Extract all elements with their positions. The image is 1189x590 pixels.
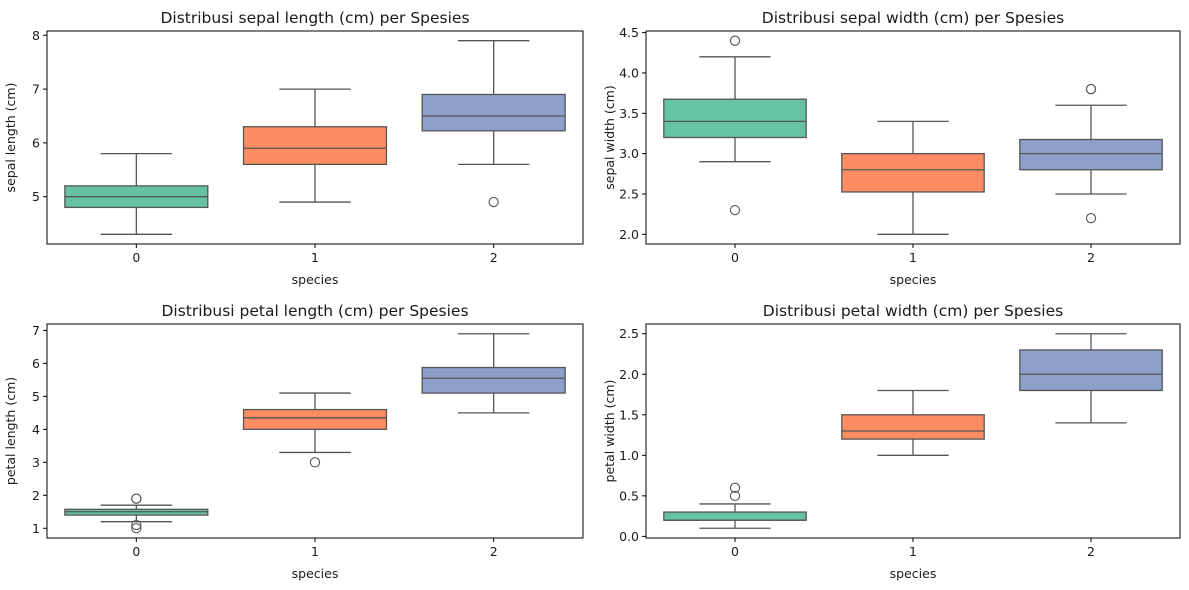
chart-title: Distribusi sepal length (cm) per Spesies [160,9,469,27]
x-tick-label: 1 [909,250,917,265]
y-tick-label: 3.0 [619,146,639,161]
x-axis-label: species [292,566,339,581]
x-axis-label: species [292,272,339,287]
iqr-box [1019,138,1163,171]
chart-panel-4: Distribusi petal width (cm) per Spesies s… [602,302,1181,581]
y-tick-label: 0.0 [619,529,639,544]
box-species-0 [64,152,209,235]
y-tick-label: 5 [32,389,40,404]
box-species-0 [663,35,807,216]
y-tick-label: 6 [32,135,40,150]
iqr-box [242,408,388,431]
y-tick-label: 3.5 [619,106,639,121]
x-tick-label: 0 [731,544,739,559]
outlier-point [131,493,142,504]
y-tick-label: 8 [32,28,40,43]
box-species-1 [242,88,388,203]
y-tick-label: 6 [32,356,40,371]
chart-panel-2: Distribusi sepal width (cm) per Spesies s… [602,9,1181,287]
axes-frame [645,30,1181,245]
y-tick-label: 1.5 [619,407,639,422]
outlier-point [488,196,499,208]
y-axis-label: petal length (cm) [3,377,18,485]
box-species-1 [841,389,985,456]
y-tick-label: 2 [32,488,40,503]
y-tick-label: 2.5 [619,326,639,341]
box-species-2 [1019,83,1163,224]
chart-panel-3: Distribusi petal length (cm) per Spesies… [3,302,584,581]
chart-title: Distribusi petal length (cm) per Spesies [161,302,468,320]
axes-frame [46,323,584,539]
iqr-box [663,98,807,139]
chart-title: Distribusi petal width (cm) per Spesies [763,302,1063,320]
y-tick-label: 4.0 [619,65,639,80]
box-species-1 [841,120,985,235]
y-tick-label: 2.0 [619,227,639,242]
iqr-box [1019,349,1163,392]
outlier-point [729,35,741,46]
outlier-point [309,457,321,468]
x-tick-label: 0 [132,250,140,265]
chart-title: Distribusi sepal width (cm) per Spesies [762,9,1064,27]
y-tick-label: 5 [32,189,40,204]
iqr-box [242,126,388,166]
y-axis-label: sepal width (cm) [602,85,617,189]
x-tick-label: 1 [909,544,917,559]
y-tick-label: 2.5 [619,186,639,201]
y-tick-label: 1.0 [619,448,639,463]
x-axis-label: species [890,566,937,581]
y-tick-label: 7 [32,82,40,97]
iqr-box [663,511,807,521]
outlier-point [1085,83,1097,95]
iqr-box [841,414,985,440]
y-tick-label: 2.0 [619,367,639,382]
box-species-1 [242,392,388,468]
iqr-box [421,366,566,394]
box-species-0 [64,493,209,534]
x-tick-label: 0 [731,250,739,265]
outlier-point [729,482,741,493]
y-tick-label: 4.5 [619,25,639,40]
y-tick-label: 4 [32,422,40,437]
y-tick-label: 1 [32,521,40,536]
axes-frame [645,323,1181,539]
x-tick-label: 1 [311,250,319,265]
x-tick-label: 1 [311,544,319,559]
box-species-2 [421,40,566,208]
x-tick-label: 2 [1087,544,1095,559]
box-species-2 [1019,333,1163,424]
x-tick-label: 2 [1087,250,1095,265]
y-tick-label: 7 [32,323,40,338]
y-axis-label: petal width (cm) [602,380,617,483]
outlier-point [1085,213,1097,224]
outlier-point [729,204,741,216]
x-tick-label: 2 [490,544,498,559]
outlier-point [131,519,142,531]
box-species-2 [421,333,566,414]
box-species-0 [663,482,807,529]
outlier-point [729,490,741,501]
x-tick-label: 2 [490,250,498,265]
y-tick-label: 0.5 [619,488,639,503]
y-axis-label: sepal length (cm) [3,83,18,193]
iqr-box [421,93,566,132]
chart-panel-1: Distribusi sepal length (cm) per Spesies… [3,9,584,287]
x-tick-label: 0 [132,544,140,559]
x-axis-label: species [890,272,937,287]
axes-frame [46,30,584,245]
iqr-box [841,152,985,193]
outlier-point [131,523,142,534]
y-tick-label: 3 [32,455,40,470]
